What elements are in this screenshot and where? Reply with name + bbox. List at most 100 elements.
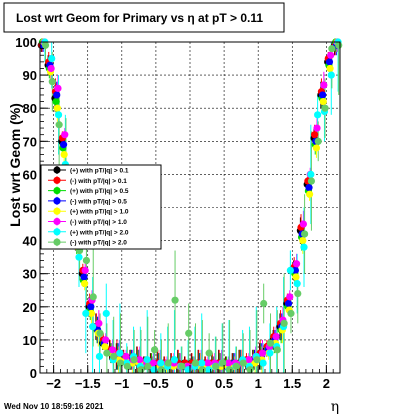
legend-label: (+) with pT/|q| > 0.1 <box>70 168 129 175</box>
legend-label: (+) with pT/|q| > 0.5 <box>70 188 129 195</box>
data-point <box>60 150 68 159</box>
data-point <box>335 41 343 49</box>
x-tick-label: 1.5 <box>283 376 301 391</box>
data-point <box>260 299 268 308</box>
data-point <box>59 141 68 149</box>
data-point <box>164 359 172 367</box>
data-point <box>328 45 336 53</box>
data-point <box>287 309 295 318</box>
data-point <box>319 91 327 99</box>
data-point <box>300 243 308 251</box>
data-point <box>170 356 179 364</box>
data-point <box>319 97 327 106</box>
data-point <box>292 260 301 268</box>
data-point <box>61 131 69 139</box>
data-point <box>258 349 267 357</box>
data-point <box>294 289 302 298</box>
data-point <box>292 273 300 281</box>
data-point <box>102 336 110 344</box>
y-tick-label: 10 <box>23 333 37 348</box>
data-point <box>321 104 329 112</box>
data-point <box>314 137 322 145</box>
data-point <box>284 299 293 308</box>
data-point <box>171 296 179 304</box>
data-point <box>95 319 103 327</box>
y-tick-label: 40 <box>23 234 37 249</box>
legend-marker <box>53 228 61 236</box>
data-point <box>325 58 334 66</box>
data-point <box>157 359 165 367</box>
data-point <box>246 366 254 374</box>
y-tick-label: 100 <box>15 35 37 50</box>
legend: (+) with pT/|q| > 0.1 (-) with pT/|q| > 0… <box>40 164 162 250</box>
data-point <box>103 349 111 357</box>
data-point <box>286 266 294 274</box>
data-point <box>232 362 241 370</box>
title-box-frame <box>3 2 285 33</box>
chart-title: Lost wrt Geom for Primary vs η at pT > 0… <box>16 11 263 25</box>
data-point <box>136 356 144 364</box>
x-axis-title: η <box>331 399 339 414</box>
data-point <box>149 359 157 367</box>
data-point <box>54 84 62 92</box>
x-tick-label: −1.5 <box>75 376 101 391</box>
data-point <box>273 346 281 354</box>
data-point <box>123 362 131 370</box>
data-point <box>41 41 50 49</box>
data-point <box>101 342 109 351</box>
data-point <box>306 190 314 198</box>
data-point <box>185 329 193 337</box>
data-point <box>266 339 275 347</box>
data-point <box>198 359 206 367</box>
data-point <box>157 366 166 374</box>
data-point <box>130 356 138 364</box>
data-point <box>137 366 145 374</box>
y-tick-label: 0 <box>30 366 37 381</box>
data-point <box>151 346 159 354</box>
data-point <box>280 319 288 327</box>
data-point <box>224 359 232 367</box>
legend-frame <box>40 164 162 250</box>
data-point <box>259 359 267 367</box>
data-point <box>293 280 301 288</box>
data-point <box>266 349 274 357</box>
data-point <box>75 253 83 261</box>
data-point <box>108 346 117 354</box>
data-point <box>219 359 227 367</box>
data-point <box>327 51 335 59</box>
legend-marker <box>53 217 61 226</box>
data-point <box>305 184 313 192</box>
data-point <box>122 352 130 361</box>
y-tick-label: 90 <box>23 68 37 83</box>
data-point <box>239 359 247 367</box>
data-point <box>198 366 206 374</box>
x-tick-label: 2 <box>323 376 330 391</box>
data-point <box>301 230 309 238</box>
data-point <box>80 273 88 281</box>
data-point <box>143 356 151 364</box>
legend-marker <box>53 197 61 205</box>
timestamp: Wed Nov 10 18:59:16 2021 <box>4 402 104 411</box>
legend-label: (+) with pT/|q| > 1.0 <box>70 209 129 216</box>
data-point <box>81 280 89 288</box>
data-point <box>110 352 118 361</box>
legend-label: (-) with pT/|q| > 0.5 <box>70 198 127 205</box>
data-point <box>226 366 234 374</box>
data-point <box>55 121 63 129</box>
y-tick-label: 60 <box>23 167 37 182</box>
data-point <box>81 266 89 274</box>
data-point <box>82 309 90 318</box>
data-point <box>54 111 63 119</box>
data-point <box>307 177 316 185</box>
data-point <box>212 362 220 370</box>
data-point <box>286 293 294 301</box>
legend-label: (-) with pT/|q| > 0.1 <box>70 178 127 185</box>
x-tick-label: −2 <box>46 376 61 391</box>
legend-marker <box>53 166 61 174</box>
legend-label: (+) with pT/|q| > 2.0 <box>70 229 129 236</box>
legend-marker <box>53 207 61 215</box>
data-point <box>191 359 200 367</box>
data-point <box>96 329 104 337</box>
data-point <box>53 91 61 99</box>
y-tick-label: 30 <box>23 267 37 282</box>
